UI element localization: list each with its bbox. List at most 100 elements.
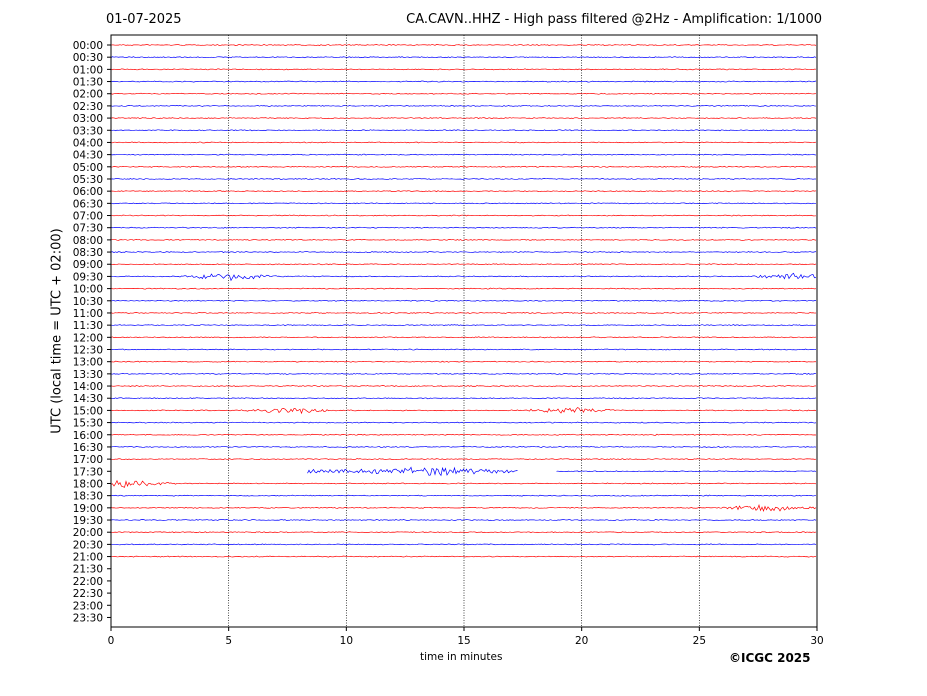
y-tick-label: 16:30 bbox=[73, 442, 103, 454]
trace-1130 bbox=[110, 324, 817, 327]
trace-1330 bbox=[110, 372, 817, 375]
y-tick-label: 22:30 bbox=[73, 588, 103, 600]
y-tick-label: 01:30 bbox=[73, 77, 103, 89]
y-tick-label: 10:30 bbox=[73, 296, 103, 308]
trace-0900 bbox=[110, 263, 817, 266]
header-date: 01-07-2025 bbox=[106, 12, 182, 27]
y-tick-label: 00:30 bbox=[73, 52, 103, 64]
x-axis-label: time in minutes bbox=[420, 651, 503, 663]
trace-0330 bbox=[110, 129, 817, 132]
y-tick-label: 13:00 bbox=[73, 357, 103, 369]
y-tick-label: 11:30 bbox=[73, 320, 103, 332]
y-tick-label: 21:30 bbox=[73, 564, 103, 576]
y-tick-label: 02:00 bbox=[73, 89, 103, 101]
y-tick-label: 11:00 bbox=[73, 308, 103, 320]
trace-1000 bbox=[110, 287, 817, 290]
y-tick-label: 13:30 bbox=[73, 369, 103, 381]
trace-0600 bbox=[110, 190, 817, 193]
x-tick-label: 0 bbox=[108, 635, 115, 647]
x-tick-label: 25 bbox=[693, 635, 706, 647]
trace-0130 bbox=[110, 80, 817, 83]
trace-1030 bbox=[110, 299, 817, 302]
trace-0630 bbox=[110, 202, 817, 205]
x-tick-label: 5 bbox=[225, 635, 232, 647]
trace-1500 bbox=[110, 407, 817, 415]
trace-0230 bbox=[110, 104, 817, 107]
y-tick-label: 15:30 bbox=[73, 418, 103, 430]
y-tick-label: 20:00 bbox=[73, 527, 103, 539]
copyright-text: ©ICGC 2025 bbox=[729, 651, 811, 665]
y-tick-label: 14:00 bbox=[73, 381, 103, 393]
y-axis-label: UTC (local time = UTC + 02:00) bbox=[49, 228, 65, 434]
x-tick-label: 15 bbox=[457, 635, 470, 647]
x-tick-label: 10 bbox=[340, 635, 353, 647]
trace-1600 bbox=[110, 433, 817, 436]
trace-0500 bbox=[110, 165, 817, 168]
trace-1300 bbox=[110, 360, 817, 363]
trace-0530 bbox=[110, 178, 817, 180]
y-tick-label: 07:00 bbox=[73, 211, 103, 223]
y-tick-label: 15:00 bbox=[73, 405, 103, 417]
trace-0830 bbox=[110, 251, 817, 254]
y-tick-label: 17:00 bbox=[73, 454, 103, 466]
y-tick-label: 00:00 bbox=[73, 40, 103, 52]
trace-2030 bbox=[110, 543, 817, 546]
y-tick-label: 17:30 bbox=[73, 466, 103, 478]
trace-1900 bbox=[110, 504, 817, 512]
y-tick-label: 10:00 bbox=[73, 284, 103, 296]
trace-0100 bbox=[110, 68, 817, 71]
x-tick-label: 30 bbox=[810, 635, 823, 647]
trace-0400 bbox=[110, 141, 817, 144]
trace-layer bbox=[110, 44, 817, 558]
trace-1200 bbox=[110, 336, 817, 339]
y-tick-label: 04:30 bbox=[73, 150, 103, 162]
y-tick-label: 18:00 bbox=[73, 478, 103, 490]
y-tick-label: 22:00 bbox=[73, 576, 103, 588]
y-tick-label: 02:30 bbox=[73, 101, 103, 113]
trace-0300 bbox=[110, 117, 817, 120]
grid-layer bbox=[228, 35, 700, 627]
y-tick-label: 14:30 bbox=[73, 393, 103, 405]
plot-frame bbox=[110, 34, 818, 628]
y-tick-label: 23:00 bbox=[73, 600, 103, 612]
y-tick-label: 06:00 bbox=[73, 186, 103, 198]
y-tick-label: 08:00 bbox=[73, 235, 103, 247]
trace-1700 bbox=[110, 458, 817, 461]
y-tick-label: 06:30 bbox=[73, 198, 103, 210]
x-axis: 0 5 10 15 20 25 30 bbox=[108, 627, 824, 647]
trace-1830 bbox=[110, 494, 817, 497]
trace-1230 bbox=[110, 348, 817, 351]
y-tick-label: 09:00 bbox=[73, 259, 103, 271]
y-tick-label: 08:30 bbox=[73, 247, 103, 259]
y-tick-label: 09:30 bbox=[73, 271, 103, 283]
y-tick-label: 01:00 bbox=[73, 64, 103, 76]
chart-title: CA.CAVN..HHZ - High pass filtered @2Hz -… bbox=[406, 12, 822, 27]
trace-1730 bbox=[307, 466, 817, 477]
trace-1400 bbox=[110, 385, 817, 388]
trace-1530 bbox=[110, 421, 817, 424]
y-tick-label: 23:30 bbox=[73, 612, 103, 624]
y-tick-label: 05:00 bbox=[73, 162, 103, 174]
trace-0030 bbox=[110, 56, 817, 59]
trace-0930 bbox=[110, 272, 817, 282]
trace-0730 bbox=[110, 226, 817, 229]
y-tick-label: 16:00 bbox=[73, 430, 103, 442]
trace-2100 bbox=[110, 555, 817, 558]
trace-2000 bbox=[110, 531, 817, 534]
y-tick-label: 21:00 bbox=[73, 552, 103, 564]
y-tick-label: 19:30 bbox=[73, 515, 103, 527]
trace-1100 bbox=[110, 311, 817, 314]
trace-0700 bbox=[110, 214, 817, 217]
y-tick-label: 12:30 bbox=[73, 345, 103, 357]
y-tick-label: 18:30 bbox=[73, 491, 103, 503]
trace-1630 bbox=[110, 445, 817, 448]
trace-0800 bbox=[110, 238, 817, 241]
trace-0200 bbox=[110, 92, 817, 95]
y-tick-label: 05:30 bbox=[73, 174, 103, 186]
trace-1930 bbox=[110, 519, 817, 521]
trace-0430 bbox=[110, 153, 817, 156]
y-tick-label: 04:00 bbox=[73, 137, 103, 149]
trace-1430 bbox=[110, 397, 817, 400]
x-tick-label: 20 bbox=[575, 635, 588, 647]
